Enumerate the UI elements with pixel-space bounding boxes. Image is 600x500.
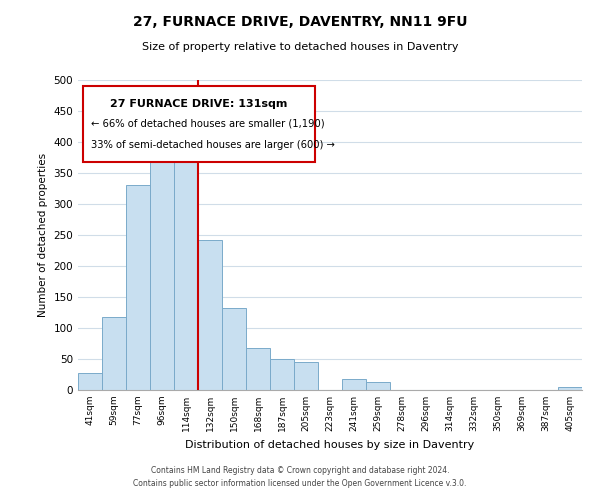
Text: Size of property relative to detached houses in Daventry: Size of property relative to detached ho… bbox=[142, 42, 458, 52]
Bar bbox=[558, 387, 582, 390]
Y-axis label: Number of detached properties: Number of detached properties bbox=[38, 153, 48, 317]
X-axis label: Distribution of detached houses by size in Daventry: Distribution of detached houses by size … bbox=[185, 440, 475, 450]
Text: 27 FURNACE DRIVE: 131sqm: 27 FURNACE DRIVE: 131sqm bbox=[110, 98, 287, 108]
Bar bbox=[270, 359, 294, 390]
Bar bbox=[174, 158, 198, 390]
Bar bbox=[198, 240, 222, 390]
Text: Contains HM Land Registry data © Crown copyright and database right 2024.
Contai: Contains HM Land Registry data © Crown c… bbox=[133, 466, 467, 487]
Bar bbox=[342, 379, 366, 390]
Bar bbox=[246, 348, 270, 390]
Bar bbox=[126, 186, 150, 390]
Text: ← 66% of detached houses are smaller (1,190): ← 66% of detached houses are smaller (1,… bbox=[91, 118, 324, 128]
Bar bbox=[78, 372, 102, 390]
Bar bbox=[102, 318, 126, 390]
Text: 27, FURNACE DRIVE, DAVENTRY, NN11 9FU: 27, FURNACE DRIVE, DAVENTRY, NN11 9FU bbox=[133, 15, 467, 29]
Bar bbox=[366, 382, 390, 390]
Bar bbox=[150, 148, 174, 390]
FancyBboxPatch shape bbox=[83, 86, 315, 162]
Bar bbox=[222, 308, 246, 390]
Bar bbox=[294, 362, 318, 390]
Text: 33% of semi-detached houses are larger (600) →: 33% of semi-detached houses are larger (… bbox=[91, 140, 334, 150]
